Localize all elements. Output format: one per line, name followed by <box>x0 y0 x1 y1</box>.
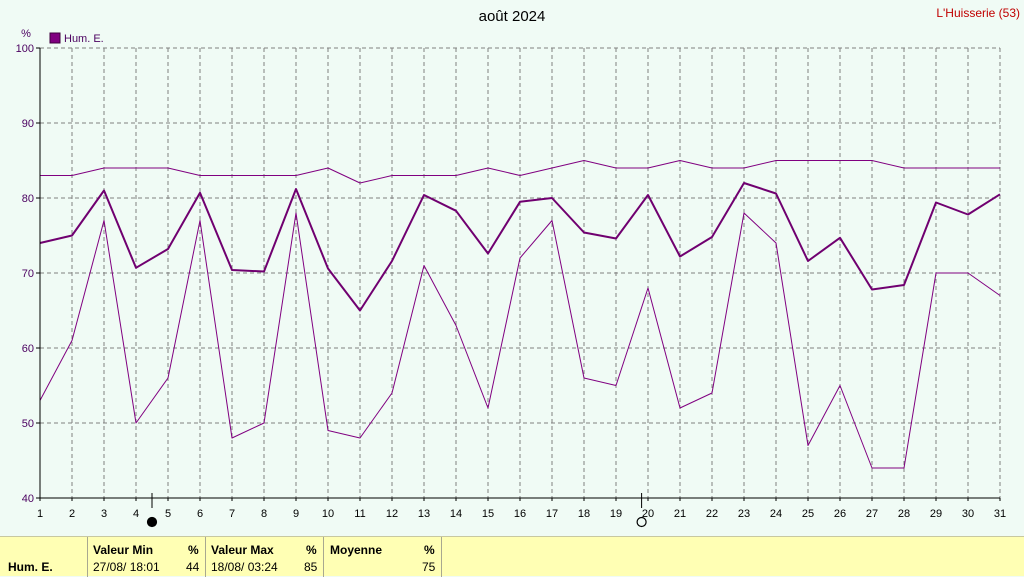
x-tick-label: 21 <box>674 508 686 520</box>
legend-label: Hum. E. <box>64 33 104 45</box>
station-name: L'Huisserie (53) <box>936 6 1020 20</box>
chart-title: août 2024 <box>479 8 546 25</box>
moon-phase-markers <box>146 493 647 528</box>
x-tick-label: 30 <box>962 508 974 520</box>
x-tick-label: 29 <box>930 508 942 520</box>
x-tick-label: 27 <box>866 508 878 520</box>
y-tick-labels: 40 50 60 70 80 90 100 <box>16 43 40 505</box>
x-tick-label: 9 <box>293 508 299 520</box>
y-tick-label: 70 <box>22 268 34 280</box>
y-tick-label: 40 <box>22 493 34 505</box>
min-unit: % <box>188 543 199 557</box>
min-value-cell: Valeur Min % 27/08/ 18:01 44 <box>88 537 206 577</box>
x-tick-label: 16 <box>514 508 526 520</box>
x-tick-label: 7 <box>229 508 235 520</box>
x-tick-label: 14 <box>450 508 462 520</box>
x-tick-label: 19 <box>610 508 622 520</box>
max-value-cell: Valeur Max % 18/08/ 03:24 85 <box>206 537 324 577</box>
y-tick-label: 60 <box>22 343 34 355</box>
x-tick-label: 28 <box>898 508 910 520</box>
x-tick-label: 15 <box>482 508 494 520</box>
min-value: 44 <box>186 560 200 574</box>
summary-footer: Hum. E. Valeur Min % 27/08/ 18:01 44 Val… <box>0 536 1024 577</box>
x-tick-label: 12 <box>386 508 398 520</box>
x-tick-label: 6 <box>197 508 203 520</box>
x-tick-label: 31 <box>994 508 1006 520</box>
x-tick-label: 20 <box>642 508 654 520</box>
x-tick-label: 11 <box>354 508 365 520</box>
x-tick-labels: 1 2 3 4 5 6 7 8 9 10 11 12 13 14 15 16 17 18 19 20 21 22 23 24 2… <box>37 498 1006 520</box>
x-tick-label: 2 <box>69 508 75 520</box>
x-tick-label: 24 <box>770 508 782 520</box>
max-header: Valeur Max <box>211 543 274 557</box>
series-line-min <box>39 212 1001 469</box>
x-tick-label: 17 <box>546 508 558 520</box>
x-tick-label: 4 <box>133 508 139 520</box>
moon-new-icon <box>636 516 647 528</box>
max-value: 85 <box>304 560 318 574</box>
footer-row-label-cell: Hum. E. <box>0 537 88 577</box>
mean-value: 75 <box>422 560 436 574</box>
x-tick-label: 5 <box>165 508 171 520</box>
y-tick-label: 80 <box>22 193 34 205</box>
x-tick-label: 23 <box>738 508 750 520</box>
max-datetime: 18/08/ 03:24 <box>211 560 278 574</box>
legend-swatch <box>49 32 61 44</box>
series-line-max <box>40 160 1000 184</box>
mean-header: Moyenne <box>330 543 383 557</box>
x-tick-label: 13 <box>418 508 430 520</box>
x-tick-label: 1 <box>37 508 43 520</box>
series-lines <box>39 160 1001 469</box>
y-tick-label: 90 <box>22 118 34 130</box>
x-tick-label: 18 <box>578 508 590 520</box>
x-tick-label: 26 <box>834 508 846 520</box>
min-header: Valeur Min <box>93 543 154 557</box>
series-line-mean <box>39 182 1001 312</box>
mean-unit: % <box>424 543 435 557</box>
x-tick-label: 3 <box>101 508 107 520</box>
y-axis-unit: % <box>21 28 31 40</box>
x-tick-label: 10 <box>322 508 334 520</box>
moon-full-icon <box>146 516 158 528</box>
max-unit: % <box>306 543 317 557</box>
y-tick-label: 100 <box>16 43 34 55</box>
mean-value-cell: Moyenne % 75 <box>324 537 442 577</box>
x-tick-label: 25 <box>802 508 814 520</box>
x-tick-label: 8 <box>261 508 267 520</box>
x-tick-label: 22 <box>706 508 718 520</box>
min-datetime: 27/08/ 18:01 <box>93 560 160 574</box>
y-tick-label: 50 <box>22 418 34 430</box>
footer-row-label: Hum. E. <box>8 560 53 574</box>
